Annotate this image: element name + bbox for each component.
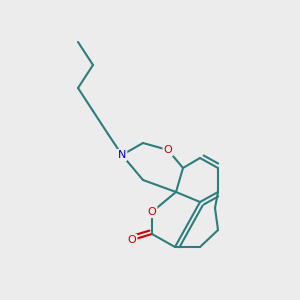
Text: O: O <box>128 235 136 245</box>
Text: O: O <box>164 145 172 155</box>
Text: O: O <box>148 207 156 217</box>
Text: N: N <box>118 150 126 160</box>
